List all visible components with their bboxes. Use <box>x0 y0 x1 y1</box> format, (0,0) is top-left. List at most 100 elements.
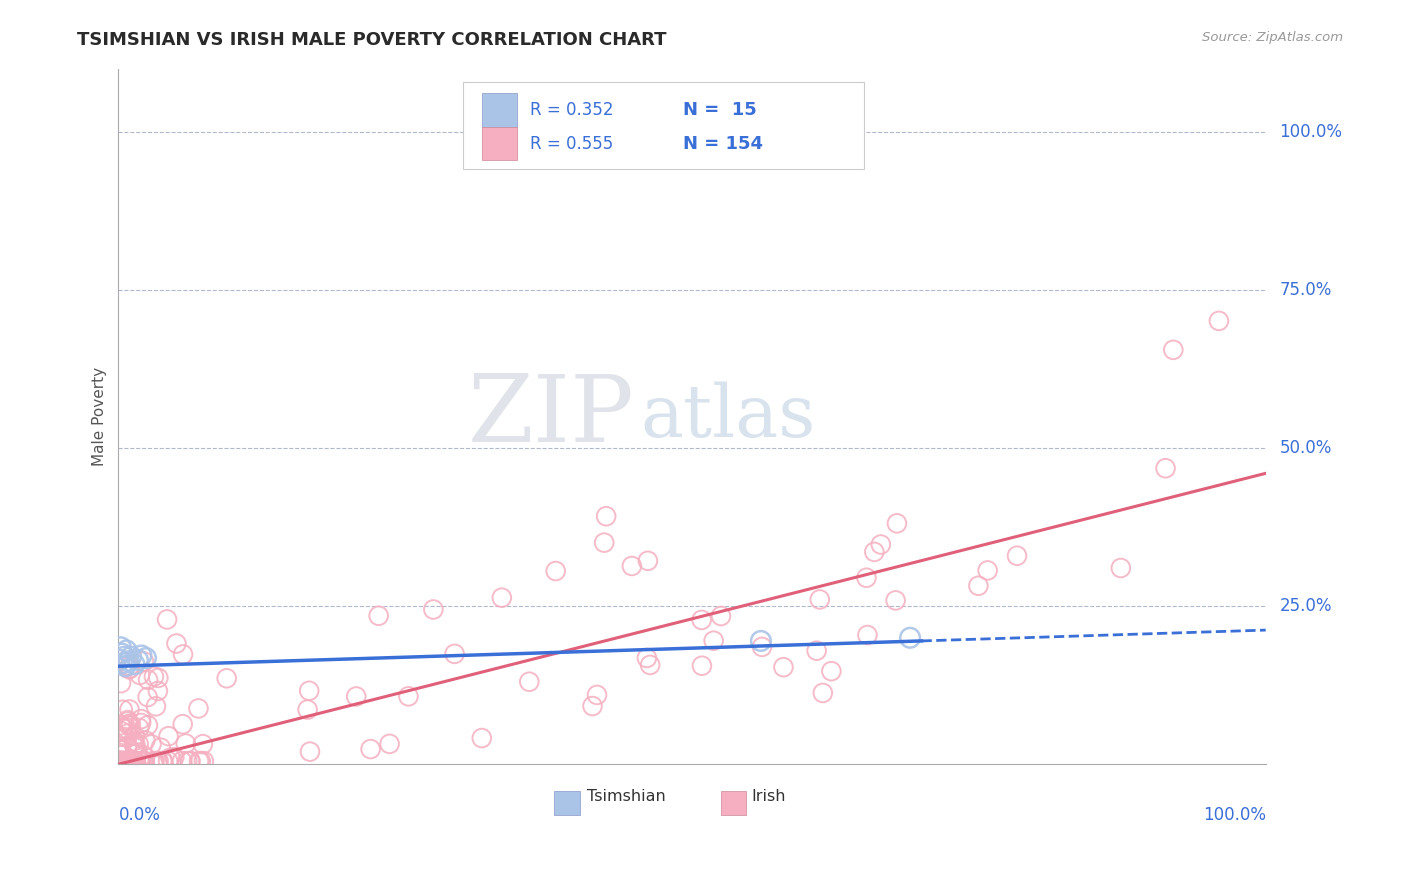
Point <box>111 754 134 768</box>
Point <box>131 648 153 663</box>
Point <box>117 754 139 768</box>
Text: 75.0%: 75.0% <box>1279 281 1331 299</box>
Point <box>378 737 401 751</box>
Point <box>118 754 141 768</box>
Point <box>637 554 659 568</box>
Point <box>398 690 420 704</box>
Point <box>172 648 194 662</box>
Point <box>122 754 145 768</box>
Point <box>135 651 157 665</box>
Text: TSIMSHIAN VS IRISH MALE POVERTY CORRELATION CHART: TSIMSHIAN VS IRISH MALE POVERTY CORRELAT… <box>77 31 666 49</box>
Point <box>586 688 609 702</box>
Point <box>115 754 138 768</box>
Text: 0.0%: 0.0% <box>118 806 160 824</box>
Point <box>122 754 145 768</box>
Point <box>117 754 139 768</box>
Bar <box>482 94 516 127</box>
Point <box>127 653 149 667</box>
Text: Tsimshian: Tsimshian <box>586 789 665 805</box>
Y-axis label: Male Poverty: Male Poverty <box>93 367 107 466</box>
Point <box>112 754 135 768</box>
Point <box>1005 549 1028 563</box>
Bar <box>554 791 579 815</box>
Point <box>976 563 998 577</box>
Point <box>863 545 886 559</box>
Point <box>118 661 141 675</box>
Point <box>1109 561 1132 575</box>
Text: Source: ZipAtlas.com: Source: ZipAtlas.com <box>1202 31 1343 45</box>
Point <box>117 726 139 740</box>
Point <box>143 754 166 768</box>
Point <box>128 721 150 735</box>
Point <box>136 673 159 687</box>
Point <box>855 571 877 585</box>
Text: ZIP: ZIP <box>468 371 634 461</box>
Point <box>124 737 146 751</box>
Point <box>593 535 616 549</box>
Point <box>110 754 132 768</box>
Point <box>108 754 131 768</box>
Point <box>108 754 131 768</box>
Point <box>114 730 136 744</box>
Point <box>142 754 165 768</box>
Point <box>115 722 138 736</box>
Point <box>710 609 733 624</box>
Point <box>159 750 181 764</box>
Point <box>146 754 169 768</box>
Point <box>1161 343 1184 357</box>
Point <box>111 754 134 768</box>
Point <box>856 628 879 642</box>
Point <box>190 754 212 768</box>
Text: 25.0%: 25.0% <box>1279 597 1331 615</box>
Text: atlas: atlas <box>641 381 815 451</box>
Point <box>129 754 152 768</box>
Point <box>115 754 138 768</box>
Point <box>898 631 921 645</box>
Point <box>108 754 131 768</box>
Point <box>111 647 134 661</box>
Point <box>811 686 834 700</box>
Point <box>111 724 134 739</box>
Point <box>118 654 141 668</box>
Point <box>124 657 146 672</box>
Point <box>118 662 141 676</box>
Point <box>1154 461 1177 475</box>
Point <box>129 754 152 768</box>
Point <box>120 718 142 732</box>
Point <box>491 591 513 605</box>
Point <box>884 593 907 607</box>
Point <box>131 754 153 768</box>
Point <box>471 731 494 745</box>
Point <box>148 754 170 768</box>
Point <box>132 747 155 762</box>
Text: 100.0%: 100.0% <box>1202 806 1265 824</box>
Point <box>118 717 141 731</box>
Point <box>191 737 214 751</box>
Point <box>117 717 139 731</box>
Point <box>132 754 155 768</box>
Point <box>148 671 170 685</box>
Point <box>142 669 165 683</box>
Point <box>172 717 194 731</box>
Point <box>112 656 135 670</box>
Point <box>188 754 211 768</box>
Point <box>114 659 136 673</box>
Text: R = 0.555: R = 0.555 <box>530 135 613 153</box>
Point <box>122 739 145 753</box>
Point <box>595 509 617 524</box>
Point <box>636 651 658 665</box>
Point <box>967 579 990 593</box>
Point <box>215 671 238 685</box>
Point <box>111 754 134 768</box>
Point <box>141 738 163 752</box>
Point <box>117 754 139 768</box>
Point <box>145 699 167 714</box>
Point <box>157 754 180 768</box>
Point <box>886 516 908 531</box>
Point <box>690 613 713 627</box>
Point <box>156 612 179 626</box>
Point <box>808 592 831 607</box>
FancyBboxPatch shape <box>463 82 865 169</box>
Point <box>108 754 131 768</box>
Point <box>124 740 146 755</box>
